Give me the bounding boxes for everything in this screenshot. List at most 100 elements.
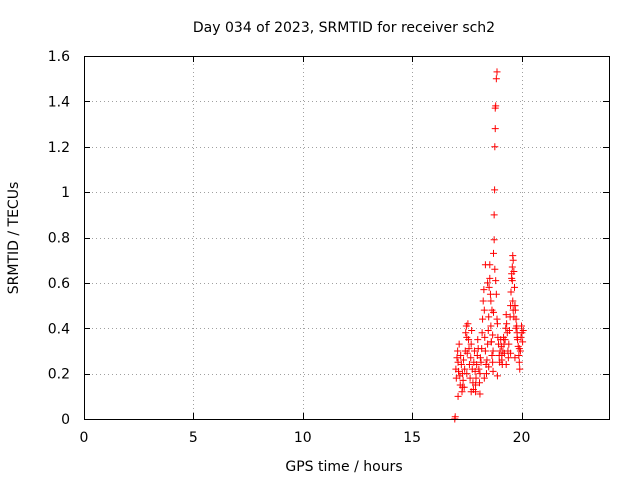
y-tick-label: 1.2	[48, 140, 70, 156]
data-point	[479, 315, 487, 323]
data-point	[465, 361, 473, 369]
data-point	[455, 367, 462, 375]
data-point	[485, 363, 493, 371]
data-point	[516, 365, 524, 373]
x-tick-label: 5	[189, 430, 198, 446]
data-point	[498, 356, 506, 364]
data-point	[488, 306, 496, 314]
data-point	[502, 361, 510, 369]
data-point	[490, 249, 497, 257]
data-point	[508, 277, 516, 285]
data-point	[491, 125, 499, 133]
data-point	[477, 358, 485, 366]
x-tick-label: 10	[294, 430, 312, 446]
data-point	[486, 261, 494, 269]
data-point	[454, 392, 462, 400]
data-point	[511, 302, 519, 310]
data-point	[501, 336, 509, 344]
data-point	[491, 265, 499, 273]
tick-labels: 0 0.2 0.4 0.6 0.8 1 1.2 1.4 1.6 0 5 10 15 20	[48, 49, 531, 446]
data-point	[483, 370, 490, 378]
data-point	[473, 361, 481, 369]
data-point	[481, 347, 489, 355]
data-point	[464, 320, 472, 328]
data-point	[489, 347, 497, 355]
data-point	[510, 313, 518, 321]
data-point	[483, 356, 491, 364]
data-point	[519, 338, 527, 346]
y-tick-label: 1.4	[48, 94, 70, 110]
data-point	[487, 297, 495, 305]
y-tick-label: 0.6	[48, 276, 70, 292]
data-point	[457, 361, 465, 369]
data-point	[489, 331, 497, 339]
data-point	[492, 102, 500, 110]
data-point	[491, 143, 499, 151]
data-point	[486, 290, 494, 298]
data-point	[492, 290, 500, 298]
data-point	[455, 340, 463, 348]
y-tick-label: 1	[61, 185, 70, 201]
data-point	[468, 327, 476, 335]
data-point	[478, 345, 486, 353]
data-point	[515, 351, 523, 359]
data-point	[519, 327, 527, 335]
data-point	[485, 313, 493, 321]
data-point	[493, 372, 501, 380]
data-point	[461, 365, 469, 373]
data-point	[476, 354, 484, 362]
data-point	[489, 358, 497, 366]
data-point	[465, 336, 473, 344]
data-point	[474, 336, 482, 344]
data-point	[518, 322, 525, 330]
data-point	[458, 383, 466, 391]
plot-frame	[84, 56, 610, 420]
data-point	[509, 256, 517, 264]
y-tick-label: 0.4	[48, 321, 70, 337]
data-point	[453, 354, 461, 362]
data-point	[508, 270, 516, 278]
data-point	[505, 340, 513, 348]
x-tick-label: 15	[403, 430, 421, 446]
data-point	[487, 322, 495, 330]
data-point	[509, 306, 517, 314]
data-point	[467, 388, 475, 396]
data-point	[491, 186, 499, 194]
data-point	[476, 390, 484, 398]
data-point	[511, 354, 519, 362]
data-point	[478, 329, 486, 337]
data-point	[515, 345, 523, 353]
data-point	[467, 354, 475, 362]
data-point	[503, 320, 511, 328]
x-tick-label: 0	[80, 430, 89, 446]
data-point	[463, 349, 471, 357]
data-point	[484, 279, 492, 287]
x-axis-label: GPS time / hours	[285, 459, 402, 475]
data-point	[476, 370, 484, 378]
chart-title: Day 034 of 2023, SRMTID for receiver sch…	[193, 20, 495, 36]
data-point	[490, 236, 498, 244]
data-point	[480, 286, 488, 294]
data-point	[480, 374, 488, 382]
data-point	[466, 374, 474, 382]
grid	[84, 56, 609, 419]
data-point	[508, 263, 516, 271]
data-point	[480, 306, 488, 314]
data-point	[462, 329, 470, 337]
data-point	[463, 370, 471, 378]
y-tick-label: 0.2	[48, 367, 70, 383]
data-point	[460, 356, 468, 364]
data-point	[485, 283, 493, 291]
data-point	[454, 347, 462, 355]
data-point	[512, 324, 520, 332]
data-point	[493, 68, 501, 76]
data-point	[511, 283, 518, 291]
data-point	[513, 333, 521, 341]
data-point	[484, 327, 492, 335]
data-point	[475, 365, 483, 373]
data-point	[493, 315, 501, 323]
data-point	[459, 376, 467, 384]
data-point	[470, 347, 478, 355]
data-point	[504, 354, 512, 362]
